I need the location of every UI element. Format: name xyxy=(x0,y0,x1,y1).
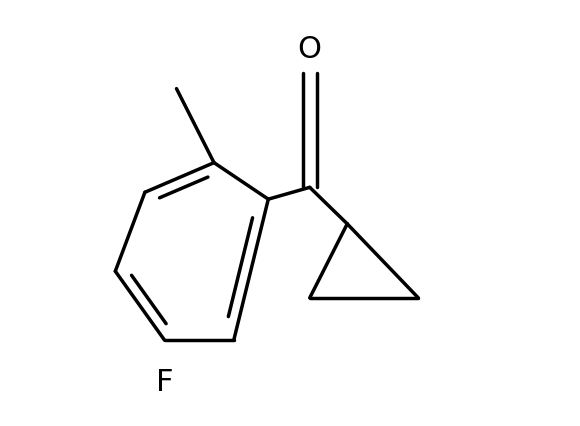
Text: O: O xyxy=(298,35,322,64)
Text: F: F xyxy=(156,367,173,396)
